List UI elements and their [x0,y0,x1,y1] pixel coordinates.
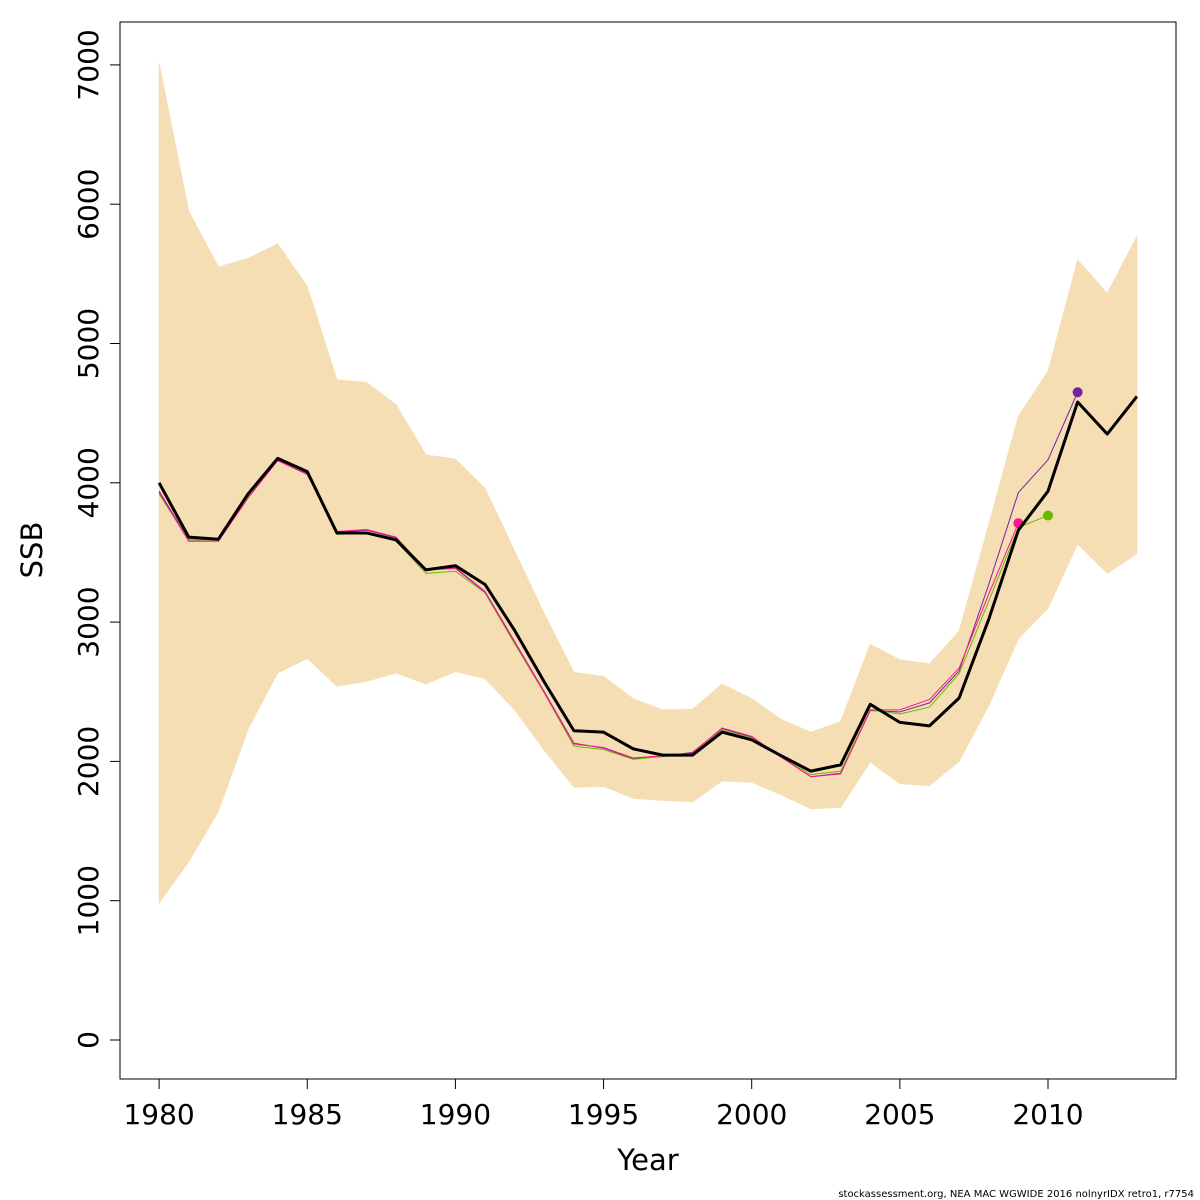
y-tick-label: 3000 [72,586,105,657]
y-tick-label: 1000 [72,865,105,936]
series-line [158,460,1019,778]
confidence-band [840,644,871,809]
y-tick-label: 2000 [72,726,105,797]
y-tick-label: 4000 [72,447,105,518]
confidence-band [1047,259,1079,609]
confidence-band [158,63,190,905]
confidence-band [1106,236,1138,575]
y-axis-label: SSB [15,522,49,579]
confidence-band [603,675,634,799]
x-tick-label: 1990 [420,1098,491,1131]
x-tick-label: 2000 [716,1098,787,1131]
x-tick-label: 1985 [272,1098,343,1131]
footer: stockassessment.org, NEA MAC WGWIDE 2016… [838,1189,1194,1200]
confidence-band [958,524,990,762]
x-tick-label: 1980 [123,1098,194,1131]
confidence-band [366,381,397,682]
y-tick-label: 6000 [72,169,105,240]
x-tick-label: 2005 [864,1098,935,1131]
x-tick-label: 1995 [568,1098,639,1131]
series-line [157,395,1139,773]
confidence-band [277,242,308,674]
y-tick-label: 0 [72,1031,105,1049]
x-axis-label: Year [616,1143,678,1177]
confidence-band [988,415,1019,706]
confidence-band [929,630,960,787]
confidence-band [306,286,338,688]
end-point [1043,510,1053,521]
end-point [1072,387,1083,398]
y-tick-label: 7000 [72,29,105,100]
x-tick-label: 2010 [1012,1098,1083,1131]
confidence-band [1017,370,1049,640]
y-tick-label: 5000 [72,308,105,379]
